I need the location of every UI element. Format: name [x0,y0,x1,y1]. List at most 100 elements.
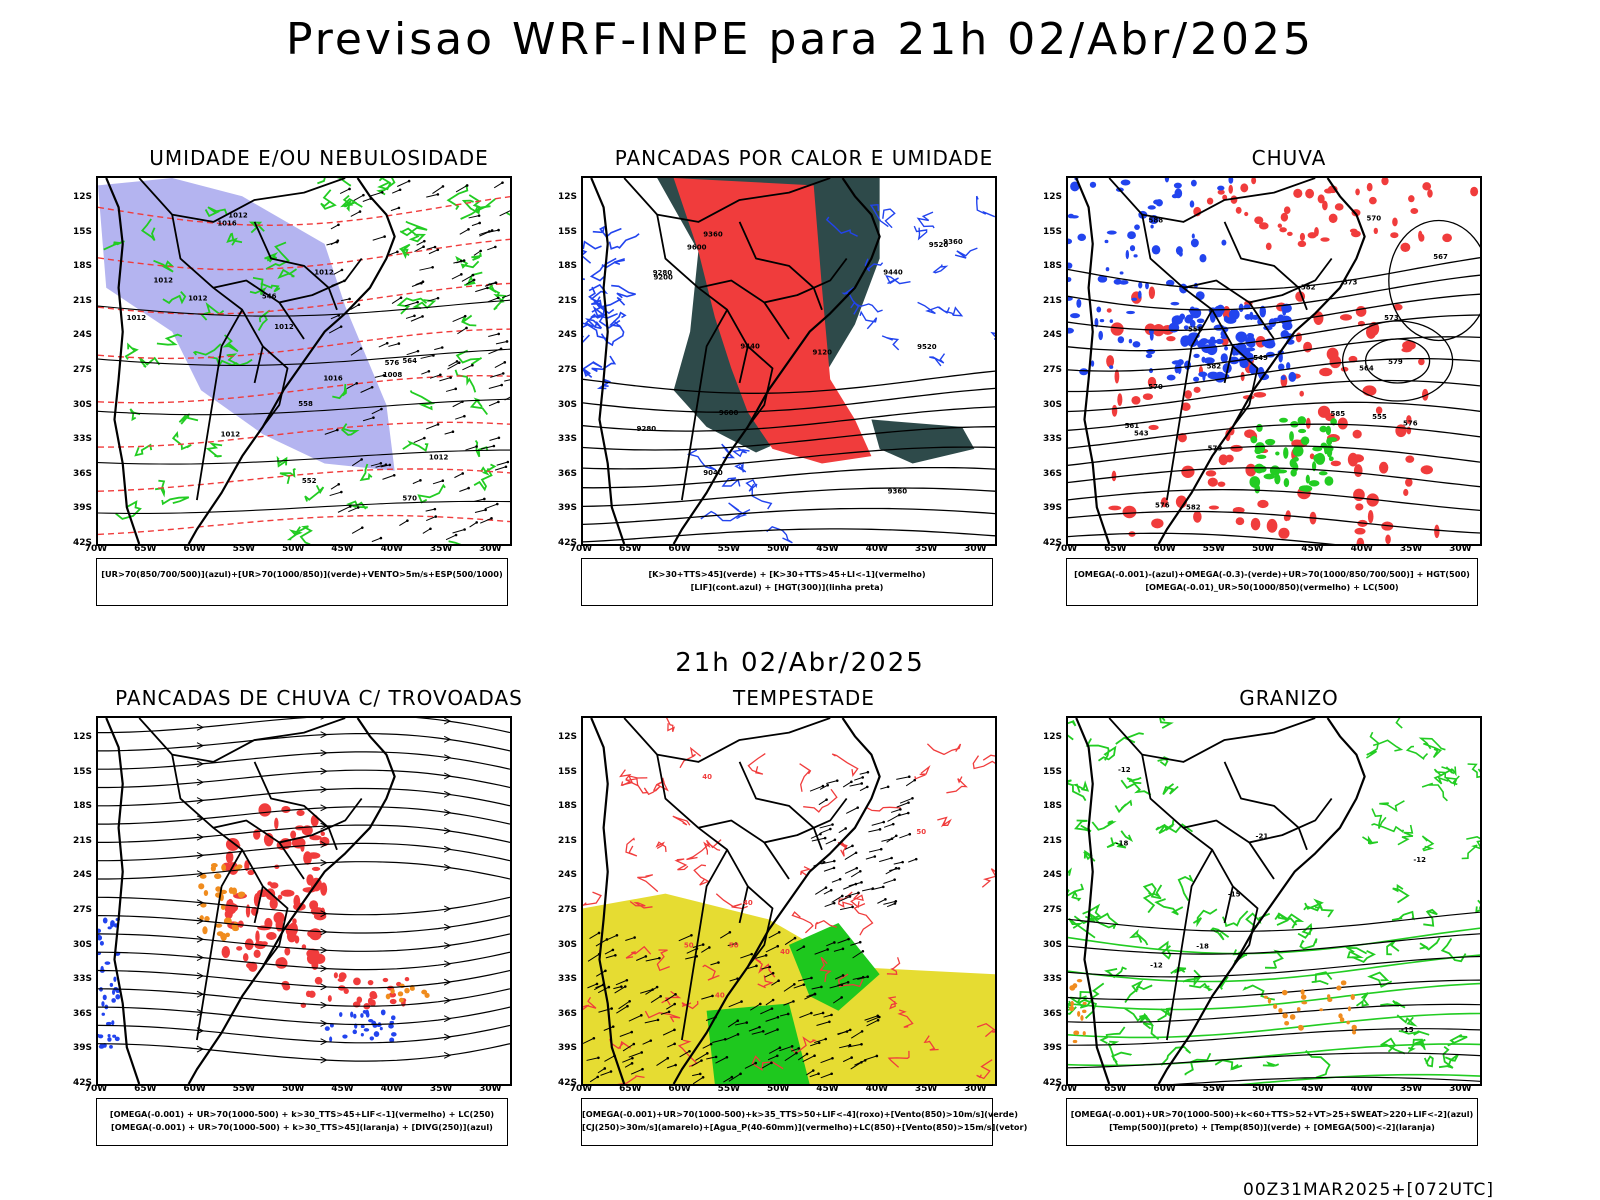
map-graphic: 1012101210121016101210121012101610121008… [98,178,510,544]
contour-label: 579 [1388,358,1403,366]
contour-label: 561 [1125,422,1140,430]
lat-label: 18S [72,801,92,812]
contour-label: 543 [1134,430,1149,438]
lon-label: 70W [84,1084,108,1094]
lon-label: 65W [619,544,642,554]
contour-label: 1012 [127,314,147,322]
legend-pancadas-trovoadas: [OMEGA(-0.001) + UR>70(1000-500) + k>30_… [96,1098,508,1146]
map-chuva: 582 585 582 579 576 573 570 567 564 561 558 555 549 5… [1066,176,1482,546]
map-graphic: 50 40 50 40 40 50 40 [583,718,995,1084]
legend-line: [OMEGA(-0.001) + UR>70(1000-500) + k>30_… [109,1109,495,1119]
lat-label: 24S [1042,870,1062,881]
legend-line: [CJ(250)>30m/s](amarelo)+[Agua_P(40-60mm… [582,1122,1028,1132]
panel-umidade: UMIDADE E/OU NEBULOSIDADE 1012 1012 1012 101… [73,146,564,634]
contour-label: -18 [1196,943,1209,951]
lon-label: 40W [865,544,889,554]
lon-label: 45W [1301,1084,1324,1094]
lon-label: 40W [865,1084,889,1094]
map-pancadas-calor: 9600 9520 9440 9360 9280 9200 9120 9040 9600 9520… [581,176,997,546]
legend-line: [K>30+TTS>45](verde) + [K>30+TTS>45+LI<-… [648,569,926,579]
lon-label: 30W [479,1084,502,1094]
contour-label: 50 [916,828,926,836]
lon-label: 65W [619,1084,642,1094]
map-graphic: 582 585 582 579 576 573 570 567 564 561 558 555 549 5… [1068,178,1480,544]
lon-label: 65W [1104,544,1127,554]
map-tempestade: 50 40 50 40 40 50 40 [581,716,997,1086]
contour-label: 585 [1330,410,1345,418]
lat-label: 42S [1042,1078,1062,1088]
contour-label: 564 [1359,364,1374,372]
lat-label: 24S [72,330,92,341]
lat-label: 27S [557,365,577,375]
lon-label: 30W [1449,544,1472,554]
lon-label: 50W [281,544,305,554]
lat-label: 39S [1042,1043,1062,1054]
contour-label: 1012 [154,276,174,284]
contour-label: 576 [1155,501,1170,509]
contour-label: 9360 [703,230,723,238]
contour-label: 1012 [314,269,334,277]
lat-label: 24S [557,870,577,881]
lat-label: 39S [72,1043,92,1054]
contour-label: 1016 [323,374,343,382]
contour-label: 1012 [228,212,248,220]
lon-label: 50W [766,1084,790,1094]
lat-label: 24S [1042,330,1062,341]
lon-label: 55W [717,1084,741,1094]
lon-label: 60W [1153,544,1176,554]
contour-label: 570 [402,495,417,503]
panel-title: PANCADAS DE CHUVA C/ TROVOADAS [115,686,523,710]
lon-label: 35W [429,1084,453,1094]
contour-label: 570 [1148,383,1163,391]
contour-label: 9600 [719,409,739,417]
contour-label: 573 [1384,314,1399,322]
lon-label: 60W [183,1084,206,1094]
contour-label: 50 [729,942,739,950]
lat-label: 12S [72,732,92,742]
legend-line: [OMEGA(-0.001) + UR>70(1000-500) + k>30_… [111,1122,493,1132]
lon-label: 35W [429,544,453,554]
legend-chuva: [OMEGA(-0.001)-(azul)+OMEGA(-0.3)-(verde… [1066,558,1478,606]
lon-label: 45W [1301,544,1324,554]
lat-label: 30S [72,939,92,950]
legend-pancadas-calor: [K>30+TTS>45](verde) + [K>30+TTS>45+LI<-… [581,558,993,606]
lon-label: 30W [964,544,987,554]
lon-label: 50W [1251,544,1275,554]
lat-label: 42S [72,1078,92,1088]
lon-label: 35W [914,544,938,554]
lon-label: 45W [331,1084,354,1094]
legend-tempestade: [OMEGA(-0.001)+UR>70(1000-500)+k>35_TTS>… [581,1098,1028,1146]
lon-label: 50W [766,544,790,554]
lat-label: 21S [72,295,92,306]
lat-label: 36S [1042,1008,1062,1019]
legend-line: [OMEGA(-0.001)-(azul)+OMEGA(-0.3)-(verde… [1074,569,1470,579]
lat-label: 18S [1042,801,1062,812]
legend-granizo: [OMEGA(-0.001)+UR>70(1000-500)+k<60+TTS>… [1066,1098,1478,1146]
contour-label: -12 [1413,856,1426,864]
lat-label: 42S [557,1078,577,1088]
lon-label: 60W [183,544,206,554]
contour-label: 9280 [637,425,657,433]
contour-label: 570 [1367,215,1382,223]
contour-label: 582 [1207,362,1222,370]
map-umidade: 1012 1012 1012 1016 1012 1012 1012 1016 1012 1008… [96,176,512,546]
lon-label: 30W [479,544,502,554]
lon-label: 65W [1104,1084,1127,1094]
legend-line: [OMEGA(-0.001)+UR>70(1000-500)+k<60+TTS>… [1070,1109,1474,1119]
lat-label: 21S [1042,835,1062,846]
lat-label: 27S [557,905,577,915]
lat-label: 15S [1042,766,1062,777]
panel-title: PANCADAS POR CALOR E UMIDADE [614,146,994,170]
lat-label: 30S [1042,939,1062,950]
legend-umidade: [UR>70(850/700/500)](azul)+[UR>70(1000/8… [96,558,508,606]
contour-label: 1012 [188,295,208,303]
lat-label: 18S [1042,261,1062,272]
lon-label: 70W [1054,1084,1078,1094]
legend-line: [OMEGA(-0.001)+UR>70(1000-500)+k>35_TTS>… [582,1109,1018,1119]
lon-label: 55W [232,1084,256,1094]
lon-label: 55W [232,544,256,554]
contour-label: 9520 [929,241,949,249]
lat-label: 30S [72,399,92,410]
lon-label: 70W [1054,544,1078,554]
lat-label: 33S [72,434,92,445]
